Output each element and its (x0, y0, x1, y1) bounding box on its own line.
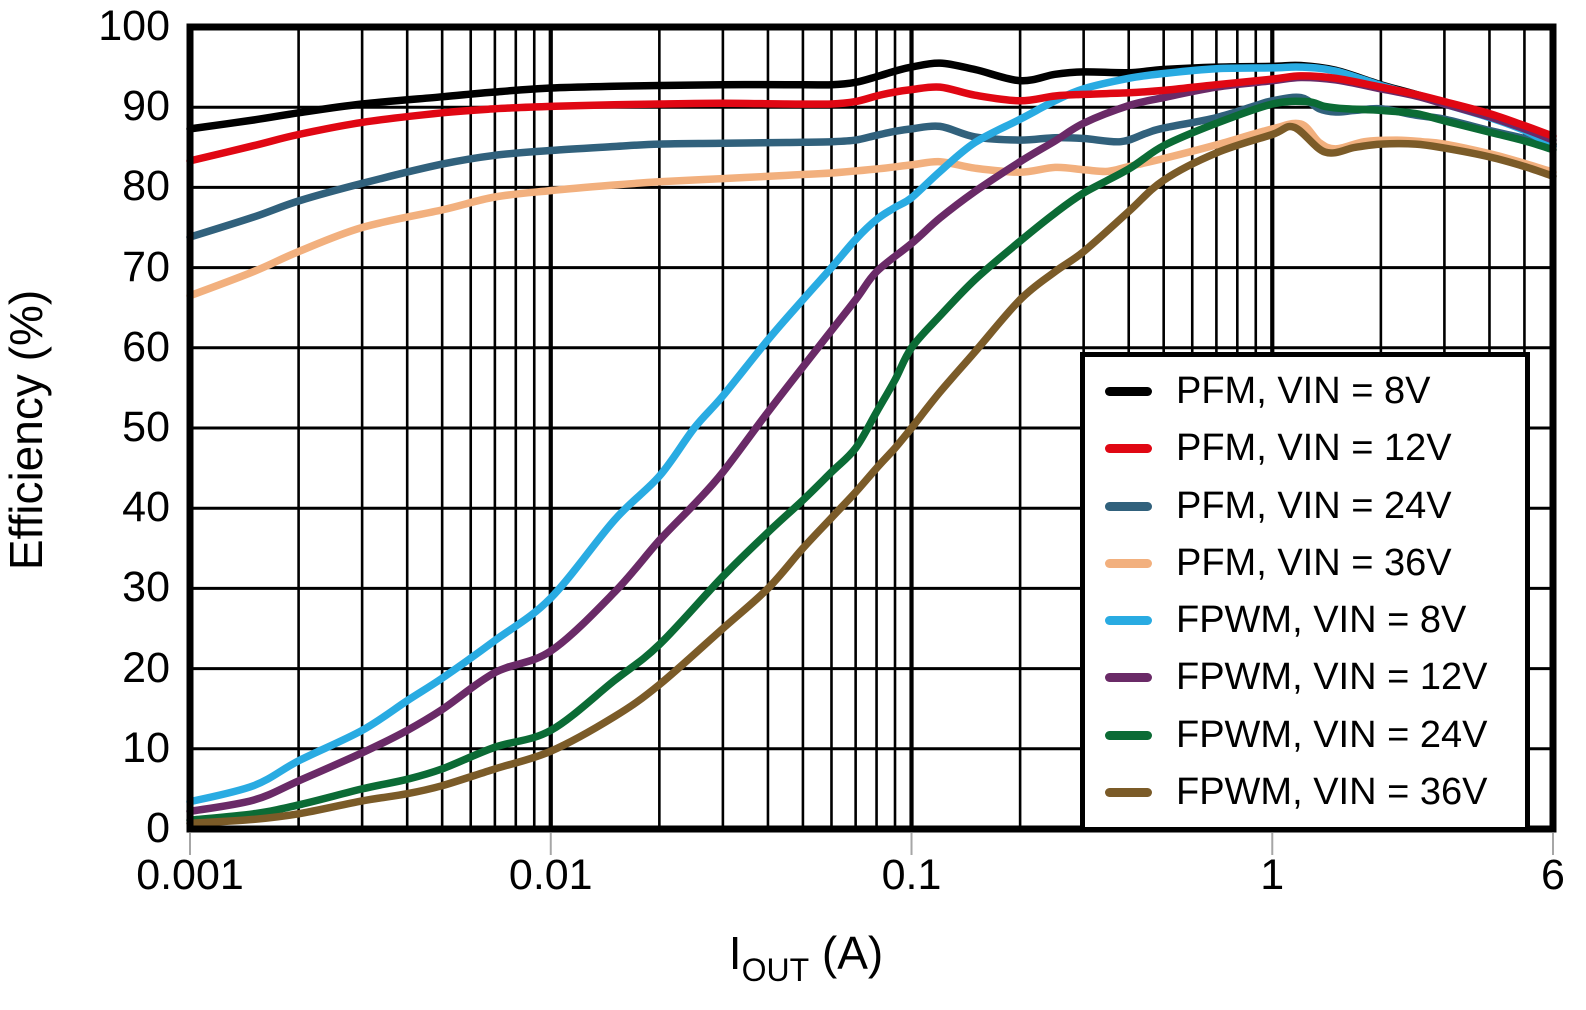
legend-item-label: FPWM, VIN = 12V (1176, 656, 1488, 699)
legend-item: PFM, VIN = 8V (1105, 370, 1525, 413)
legend-swatch-icon (1105, 616, 1152, 626)
legend-swatch-icon (1105, 787, 1152, 797)
legend-item-label: PFM, VIN = 12V (1176, 427, 1452, 470)
x-tick-label: 0.01 (508, 851, 593, 899)
legend-swatch-icon (1105, 673, 1152, 683)
x-axis-label-base: I (728, 927, 742, 979)
legend-item: PFM, VIN = 24V (1105, 485, 1525, 528)
x-tick-label: 0.1 (881, 851, 942, 899)
y-tick-label: 20 (122, 643, 170, 692)
x-tick-label: 6 (1541, 851, 1565, 899)
legend-swatch-icon (1105, 387, 1152, 397)
legend-item: FPWM, VIN = 8V (1105, 599, 1525, 642)
legend-swatch-icon (1105, 501, 1152, 511)
y-tick-label: 90 (122, 82, 170, 131)
legend-item-label: PFM, VIN = 8V (1176, 370, 1431, 413)
legend-swatch-icon (1105, 558, 1152, 568)
x-tick-label: 0.001 (136, 851, 244, 899)
y-tick-label: 40 (122, 483, 170, 532)
y-tick-label: 30 (122, 563, 170, 612)
series-curve-pfm-vin-36v (186, 119, 1557, 300)
x-axis-label: IOUT (A) (728, 926, 884, 986)
y-tick-label: 100 (98, 2, 170, 50)
y-tick-label: 60 (122, 322, 170, 371)
y-tick-label: 50 (122, 403, 170, 451)
x-axis-label-unit: (A) (809, 927, 884, 979)
y-tick-label: 0 (146, 804, 170, 852)
legend-item: PFM, VIN = 36V (1105, 542, 1525, 585)
legend: PFM, VIN = 8V PFM, VIN = 12V PFM, VIN = 24… (1080, 352, 1530, 832)
x-tick-label: 1 (1260, 851, 1285, 899)
legend-item-label: FPWM, VIN = 24V (1176, 713, 1488, 756)
legend-swatch-icon (1105, 730, 1152, 740)
series-curve-fpwm-vin-8v (186, 63, 1557, 806)
y-tick-label: 80 (122, 162, 170, 211)
legend-item-label: PFM, VIN = 36V (1176, 541, 1452, 584)
legend-item: PFM, VIN = 12V (1105, 427, 1525, 470)
legend-item: FPWM, VIN = 36V (1105, 771, 1525, 814)
y-tick-label: 70 (122, 242, 170, 291)
series-curve-fpwm-vin-24v (186, 97, 1557, 824)
legend-item-label: PFM, VIN = 24V (1176, 484, 1452, 527)
legend-swatch-icon (1105, 444, 1152, 454)
x-axis-label-subscript: OUT (741, 952, 810, 989)
y-tick-label: 10 (122, 723, 170, 772)
plot-border (186, 23, 1557, 833)
legend-item: FPWM, VIN = 12V (1105, 656, 1525, 699)
legend-item: FPWM, VIN = 24V (1105, 714, 1525, 757)
legend-item-label: FPWM, VIN = 36V (1176, 770, 1488, 813)
series-curve-pfm-vin-12v (186, 72, 1557, 165)
legend-item-label: FPWM, VIN = 8V (1176, 599, 1467, 642)
series-curve-fpwm-vin-36v (186, 122, 1557, 828)
